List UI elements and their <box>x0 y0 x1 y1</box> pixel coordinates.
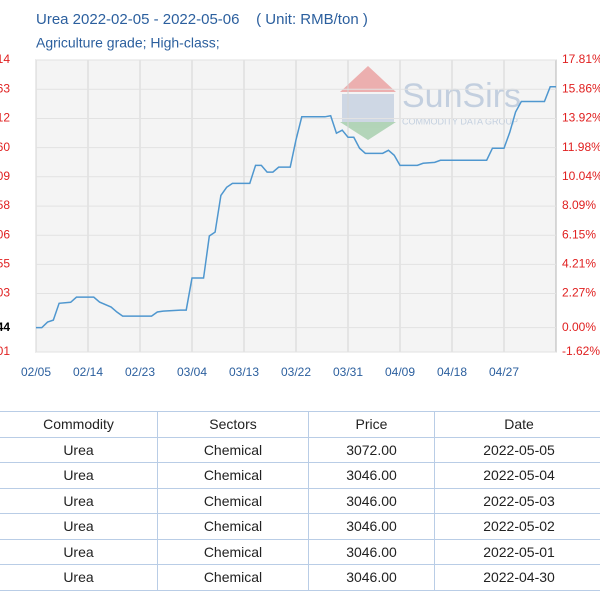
y-tick-label: -1.62% <box>562 344 600 358</box>
table-cell: 3046.00 <box>308 564 435 591</box>
x-tick-label: 02/05 <box>21 365 51 379</box>
price-line <box>36 86 556 329</box>
table-cell: Urea <box>0 487 158 514</box>
table-row: Urea Chemical 3046.00 2022-04-30 <box>0 564 600 591</box>
table-cell: 3046.00 <box>308 462 435 489</box>
header-cell: Date <box>434 411 600 438</box>
y-tick-label: 17.81% <box>562 52 600 66</box>
table-row: Urea Chemical 3046.00 2022-05-03 <box>0 487 600 514</box>
table-row: Urea Chemical 3046.00 2022-05-04 <box>0 462 600 489</box>
table-cell: 2022-05-04 <box>434 462 600 489</box>
y-tick-label: 4.21% <box>562 257 596 271</box>
y-tick-label: 10.04% <box>562 169 600 183</box>
table-header-row: Commodity Sectors Price Date <box>0 411 600 438</box>
table-row: Urea Chemical 3072.00 2022-05-05 <box>0 436 600 463</box>
y-left-tick-label: 14 <box>0 52 10 66</box>
y-left-tick-label: 60 <box>0 140 10 154</box>
table-row: Urea Chemical 3046.00 2022-05-02 <box>0 513 600 540</box>
y-tick-label: 15.86% <box>562 81 600 95</box>
table-cell: 3046.00 <box>308 538 435 565</box>
table-cell: Chemical <box>157 564 309 591</box>
table-cell: Chemical <box>157 487 309 514</box>
table-cell: 3046.00 <box>308 487 435 514</box>
table-cell: Chemical <box>157 538 309 565</box>
table-cell: Urea <box>0 538 158 565</box>
table-cell: Urea <box>0 436 158 463</box>
y-left-tick-label: 09 <box>0 169 10 183</box>
table-cell: 2022-05-01 <box>434 538 600 565</box>
watermark-logo <box>340 66 396 140</box>
chart: Urea 2022-02-05 - 2022-05-06 ( Unit: RMB… <box>0 11 600 379</box>
watermark-brand: SunSirs <box>402 77 521 115</box>
y-left-tick-label: 55 <box>0 257 10 271</box>
table-cell: Urea <box>0 513 158 540</box>
y-tick-label: 0.00% <box>562 320 596 334</box>
y-tick-label: 6.15% <box>562 227 596 241</box>
x-tick-label: 04/27 <box>489 365 519 379</box>
y-left-tick-label: 01 <box>0 344 10 358</box>
y-left-tick-label: 06 <box>0 227 10 241</box>
y-tick-label: 8.09% <box>562 198 596 212</box>
table-cell: 2022-05-05 <box>434 436 600 463</box>
table-cell: 3046.00 <box>308 513 435 540</box>
x-tick-label: 02/14 <box>73 365 103 379</box>
header-cell: Price <box>308 411 435 438</box>
table-cell: Chemical <box>157 513 309 540</box>
y-left-tick-label: 63 <box>0 81 10 95</box>
x-tick-label: 04/18 <box>437 365 467 379</box>
y-tick-label: 13.92% <box>562 111 600 125</box>
y-left-tick-label: 12 <box>0 111 10 125</box>
table-cell: 2022-04-30 <box>434 564 600 591</box>
y-left-tick-label: 03 <box>0 286 10 300</box>
table-cell: Urea <box>0 462 158 489</box>
table-cell: Chemical <box>157 462 309 489</box>
x-tick-label: 04/09 <box>385 365 415 379</box>
x-tick-label: 03/04 <box>177 365 207 379</box>
table-cell: 2022-05-02 <box>434 513 600 540</box>
chart-subtitle: Agriculture grade; High-class; <box>36 35 220 51</box>
price-table: Commodity Sectors Price Date Urea Chemical 307… <box>0 411 600 591</box>
x-tick-label: 03/22 <box>281 365 311 379</box>
header-cell: Sectors <box>157 411 309 438</box>
watermark-tagline: COMMODITY DATA GROUP <box>402 116 518 126</box>
x-tick-label: 03/31 <box>333 365 363 379</box>
chart-title: Urea 2022-02-05 - 2022-05-06 ( Unit: RMB… <box>36 11 368 28</box>
x-tick-label: 02/23 <box>125 365 155 379</box>
y-tick-label: 2.27% <box>562 286 596 300</box>
y-left-tick-label: 58 <box>0 198 10 212</box>
header-cell: Commodity <box>0 411 158 438</box>
x-tick-label: 03/13 <box>229 365 259 379</box>
y-tick-label: 11.98% <box>562 140 600 154</box>
table-cell: 3072.00 <box>308 436 435 463</box>
y-left-tick-label: 44 <box>0 320 10 334</box>
table-cell: 2022-05-03 <box>434 487 600 514</box>
table-row: Urea Chemical 3046.00 2022-05-01 <box>0 538 600 565</box>
table-cell: Chemical <box>157 436 309 463</box>
table-cell: Urea <box>0 564 158 591</box>
